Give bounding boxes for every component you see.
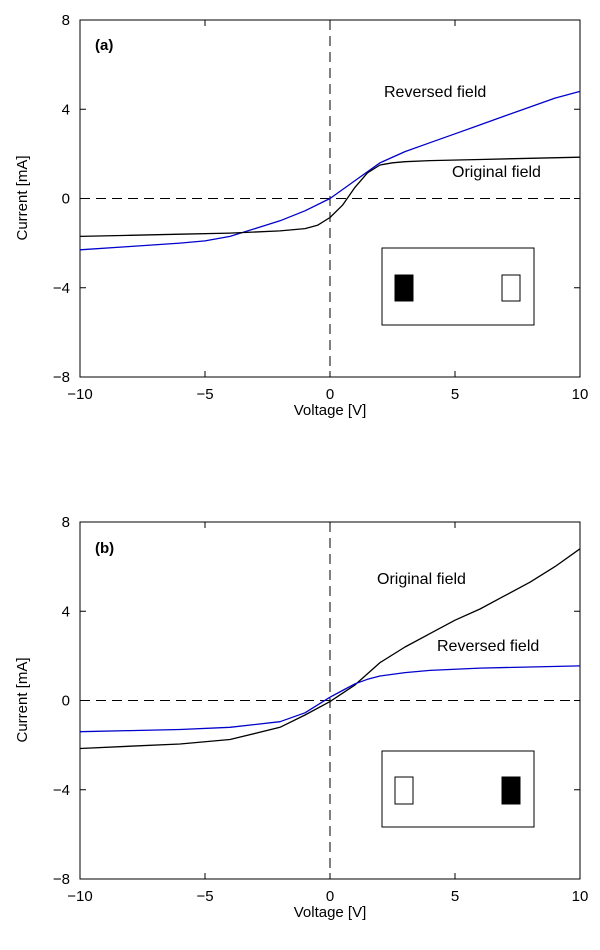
series-line-original-field (79, 548, 581, 750)
x-tick-label: 0 (326, 888, 334, 905)
y-tick-label: −8 (53, 369, 70, 386)
annotation-reversed-field: Reversed field (384, 84, 486, 101)
x-tick-label: 5 (451, 386, 459, 403)
inset-left-electrode (394, 776, 414, 805)
series-line-reversed-field (79, 90, 581, 251)
y-axis-label: Current [mA] (14, 657, 31, 742)
y-tick-label: 4 (62, 101, 70, 118)
panel-label: (a) (95, 37, 113, 54)
x-tick-label: 0 (326, 386, 334, 403)
tick-group: −10 −5 0 5 10 −8 −4 0 4 8 (53, 514, 588, 905)
inset-right-electrode (501, 776, 521, 805)
x-tick-label: 10 (572, 888, 589, 905)
inset-left-electrode (394, 274, 414, 302)
x-tick-label: −5 (196, 888, 213, 905)
x-tick-label: 5 (451, 888, 459, 905)
series-line-original-field (79, 156, 581, 238)
y-tick-label: −4 (53, 782, 70, 799)
inset-right-electrode (501, 274, 521, 302)
series-line-reversed-field (79, 665, 581, 733)
electrode-inset (381, 247, 535, 326)
y-tick-label: 0 (62, 191, 70, 208)
electrode-inset (381, 750, 535, 828)
annotation-original-field: Original field (452, 164, 541, 181)
y-tick-label: 0 (62, 693, 70, 710)
panel-b: −10 −5 0 5 10 −8 −4 0 4 8 (b) Original field Reve… (14, 514, 588, 921)
series-group (79, 90, 581, 251)
y-tick-label: 8 (62, 12, 70, 29)
x-tick-label: −5 (196, 386, 213, 403)
annotation-original-field: Original field (377, 571, 466, 588)
series-group (79, 548, 581, 750)
y-tick-label: −4 (53, 280, 70, 297)
y-axis-label: Current [mA] (14, 155, 31, 240)
annotation-reversed-field: Reversed field (437, 638, 539, 655)
y-tick-label: 8 (62, 514, 70, 531)
x-tick-label: −10 (67, 888, 92, 905)
panel-label: (b) (95, 540, 114, 557)
x-tick-label: −10 (67, 386, 92, 403)
panel-a: −10 −5 0 5 10 −8 −4 0 4 8 (a) Reversed field Orig… (14, 12, 588, 419)
y-tick-label: −8 (53, 871, 70, 888)
x-tick-label: 10 (572, 386, 589, 403)
x-axis-label: Voltage [V] (294, 904, 367, 921)
y-tick-label: 4 (62, 603, 70, 620)
x-axis-label: Voltage [V] (294, 402, 367, 419)
